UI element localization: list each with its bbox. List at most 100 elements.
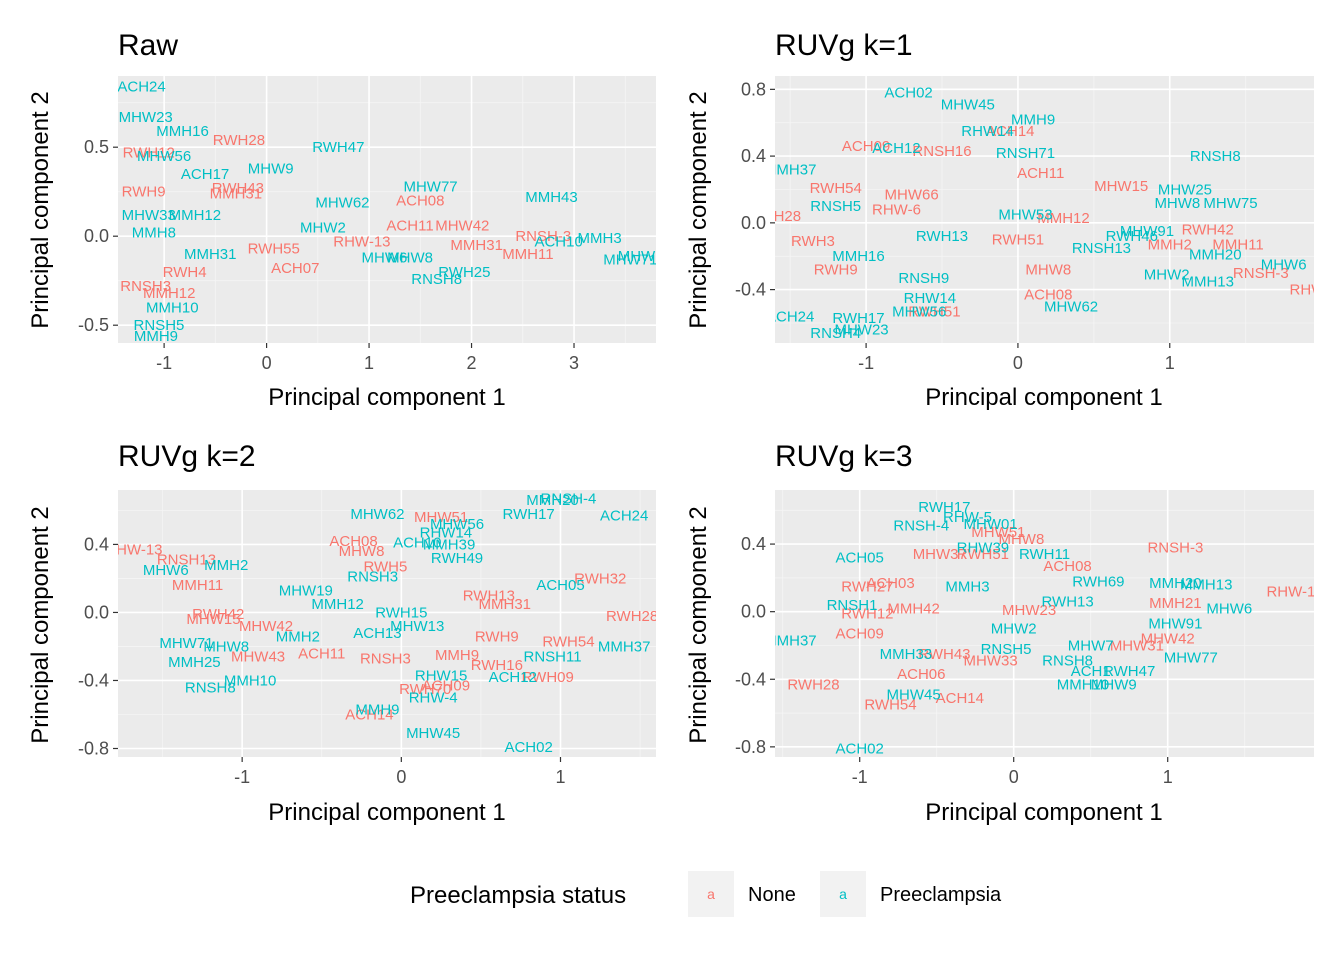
point-label-ach12: ACH12: [872, 140, 920, 157]
point-label-mhw66: MHW66: [885, 186, 939, 203]
point-label-mmh11: MMH11: [172, 577, 223, 594]
point-label-rwh49: RWH49: [431, 550, 483, 567]
point-label-ach03: ACH03: [866, 575, 914, 592]
point-label-mhw77: MHW77: [1164, 649, 1218, 666]
point-label-rnsh8: RNSH8: [1190, 148, 1241, 165]
point-label-mhw6: MHW6: [143, 562, 189, 579]
point-label-mhw75: MHW75: [1203, 195, 1257, 212]
point-label-rwh13: RWH13: [1041, 594, 1093, 611]
point-label-mmh31: MMH31: [184, 246, 237, 263]
point-label-ach05: ACH05: [836, 550, 884, 567]
point-label-mmh37: MMH37: [764, 161, 817, 178]
point-label-mmh2: MMH2: [276, 628, 320, 645]
point-label-rwh17: RWH17: [918, 499, 970, 516]
point-label-rwh51: RWH51: [957, 546, 1009, 563]
point-label-mmh21: MMH21: [1149, 595, 1202, 612]
point-label-mhw6: MHW6: [1261, 257, 1307, 274]
point-label-mhw51: MHW51: [414, 509, 468, 526]
point-label-mmh37: MMH37: [764, 632, 817, 649]
point-label-rnsh9: RNSH9: [898, 270, 949, 287]
point-label-ach14: ACH14: [936, 690, 984, 707]
point-label-ach24: ACH24: [117, 79, 165, 96]
point-label-mhw43: MHW43: [231, 649, 285, 666]
y-tick-label: -0.4: [735, 280, 766, 300]
point-label-rwh15: RWH15: [375, 604, 427, 621]
point-label-mmh8: MMH8: [132, 225, 176, 242]
point-label-mmh25: MMH25: [168, 654, 221, 671]
point-label-rwh17: RWH17: [503, 506, 555, 523]
point-label-ach11: ACH11: [298, 645, 345, 662]
point-label-mhw51: MHW51: [971, 524, 1025, 541]
point-label-ach12: ACH12: [489, 669, 537, 686]
point-label-mhw7: MHW7: [1068, 637, 1114, 654]
y-tick-label: -0.5: [78, 315, 109, 335]
y-tick-label: -0.4: [735, 669, 766, 689]
point-label-rhw14: RHW14: [904, 290, 957, 307]
point-label-mhw1: MHW1: [618, 248, 664, 265]
point-label-rwh42: RWH42: [192, 606, 244, 623]
point-label-ach24: ACH24: [766, 308, 814, 325]
point-label-mhw15: MHW15: [186, 611, 240, 628]
point-label-mmh16: MMH16: [832, 248, 885, 265]
point-label-rwh43: RWH43: [212, 180, 264, 197]
point-label-mmh31: MMH31: [450, 237, 503, 254]
legend-label-preeclampsia: Preeclampsia: [880, 884, 1002, 906]
point-label-mhw62: MHW62: [1044, 298, 1098, 315]
point-label-mhw42: MHW42: [1141, 631, 1195, 648]
y-axis-title: Principal component 2: [27, 506, 54, 743]
point-label-rnsh8: RNSH8: [411, 271, 462, 288]
point-label-ach02: ACH02: [836, 741, 884, 758]
point-label-mhw6: MHW6: [362, 250, 408, 267]
point-label-rnsh3: RNSH3: [347, 569, 398, 586]
panel-raw: -1 0 1 2 3-0.50.00.5 RWH28RWH43MMH31RWH55ACH0…: [27, 29, 664, 411]
legend-title: Preeclampsia status: [410, 882, 626, 909]
point-label-mhw45: MHW45: [941, 96, 995, 113]
point-label-rwh28: RWH28: [213, 132, 265, 149]
y-tick-label: -0.4: [78, 670, 109, 690]
point-label-mmh3: MMH3: [578, 230, 622, 247]
point-label-mhw01: MHW01: [964, 516, 1018, 533]
point-label-ach11: ACH11: [1017, 165, 1064, 182]
point-label-rwh17: RWH17: [832, 310, 884, 327]
point-label-mmh10: MMH10: [146, 299, 199, 316]
point-label-rnsh3: RNSH3: [120, 278, 171, 295]
point-label-mmh9: MMH9: [355, 701, 399, 718]
point-label-rwh16: RWH16: [471, 657, 523, 674]
point-label-mmh10: MMH10: [1057, 676, 1110, 693]
x-tick-label: 1: [1165, 353, 1175, 373]
y-tick-label: 0.4: [84, 534, 109, 554]
y-tick-label: 0.0: [84, 226, 109, 246]
point-label-mhw56: MHW56: [137, 148, 191, 165]
point-label-mhw56: MHW56: [892, 303, 946, 320]
point-label-rnsh5: RNSH5: [810, 198, 861, 215]
point-label-mhw8: MHW8: [339, 543, 385, 560]
point-label-rwh13: RWH13: [916, 228, 968, 245]
y-tick-label: 0.5: [84, 137, 109, 157]
point-label-mhw13: MHW13: [390, 618, 444, 635]
point-label-rwh51: RWH51: [992, 232, 1044, 249]
point-label-mhw19: MHW19: [279, 582, 333, 599]
point-label-ach13: ACH13: [353, 625, 401, 642]
point-label-rnsh13: RNSH13: [157, 552, 216, 569]
point-label-mhw8: MHW8: [387, 250, 433, 267]
point-label-rwh47: RWH47: [1103, 663, 1155, 680]
point-label-mhw37: MHW37: [913, 546, 967, 563]
point-label-mmh33: MMH33: [880, 646, 933, 663]
point-label-mhw77: MHW77: [403, 178, 457, 195]
point-label-mhw62: MHW62: [315, 194, 369, 211]
point-labels: RWH28RWH43MMH31RWH55ACH07RHW-13MHW42RNSH…: [117, 79, 664, 343]
y-tick-label: -0.8: [735, 737, 766, 757]
point-label-mhw6: MHW6: [1206, 600, 1252, 617]
x-tick-label: 2: [467, 353, 477, 373]
point-label-ach02: ACH02: [884, 85, 932, 102]
panel-ruvg-k1: -1 0 1 -0.4 0.0 0.4 0.8 ACH09 ACH14 RNSH16 RWH54 MH…: [685, 29, 1314, 411]
y-tick-label: 0.0: [741, 602, 766, 622]
point-label-rnsh-3: RNSH-3: [1147, 539, 1203, 556]
point-label-rhw-5: RHW-5: [943, 509, 992, 526]
point-label-mmh31: MMH31: [479, 596, 532, 613]
point-label-mhw91: MHW91: [1148, 616, 1202, 633]
point-labels: ACH09 ACH14 RNSH16 RWH54 MHW66 RWH28 ACH11 MHW1…: [764, 85, 1314, 342]
